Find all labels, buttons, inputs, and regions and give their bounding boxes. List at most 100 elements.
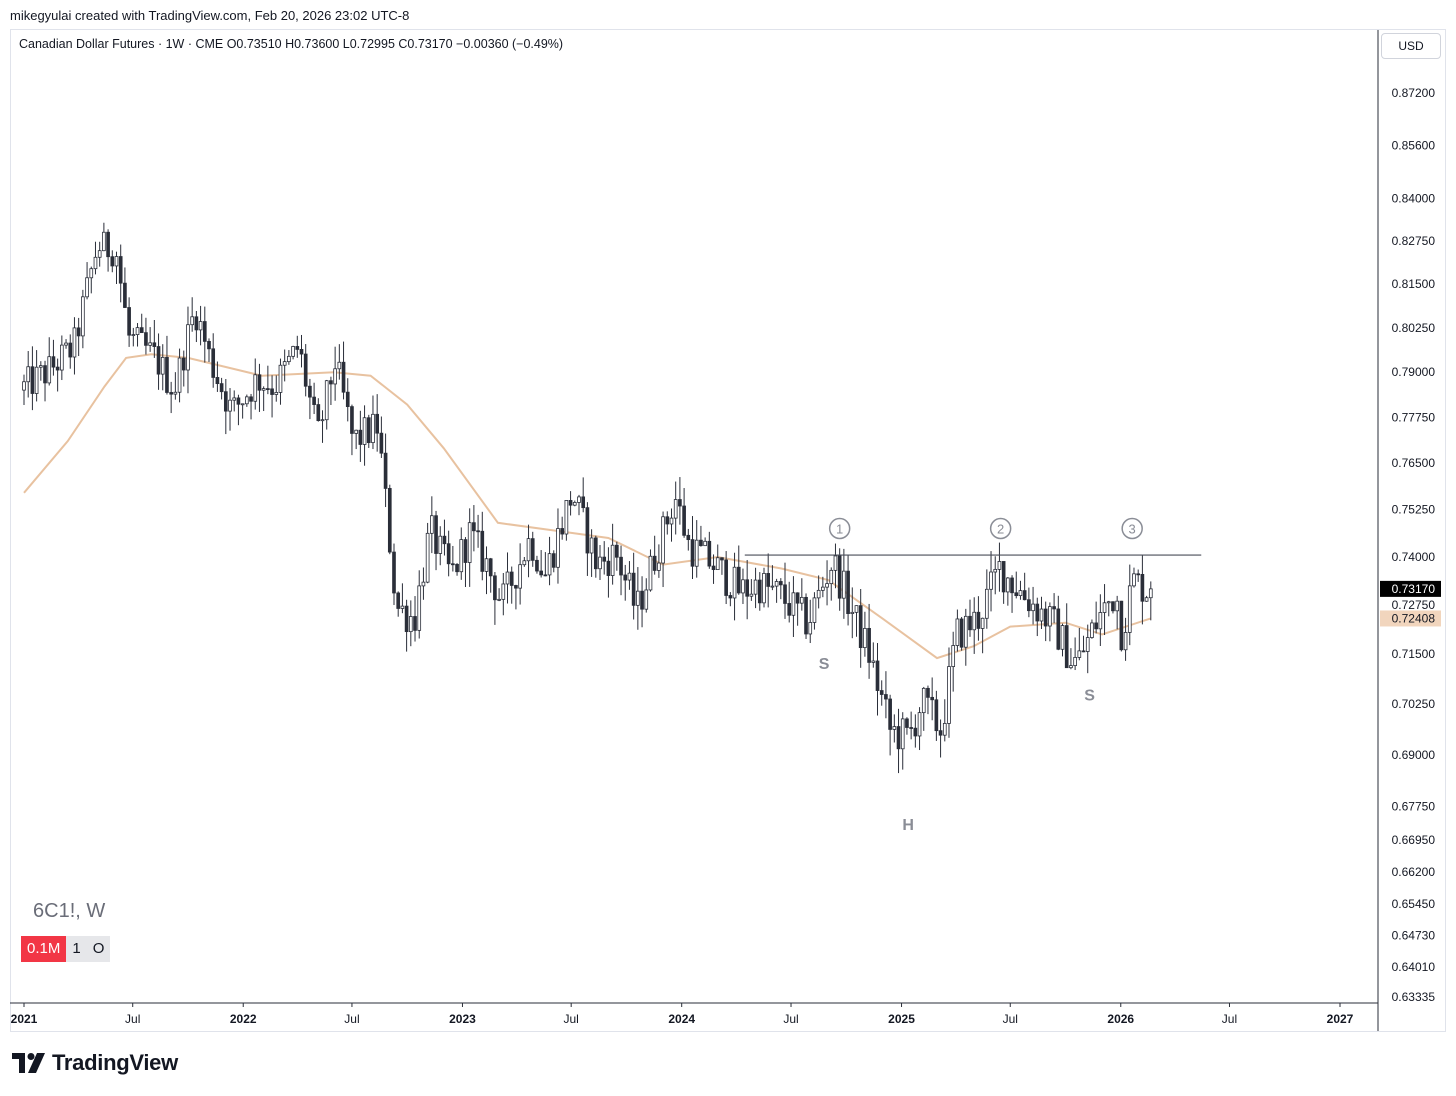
price-tick-label: 0.87200	[1392, 86, 1436, 100]
annotation-label: H	[902, 817, 914, 834]
candle-up	[72, 327, 77, 358]
candle-down	[387, 488, 392, 553]
candle-up	[1039, 608, 1044, 622]
candle-down	[682, 505, 686, 536]
candle-down	[215, 377, 220, 385]
candle-up	[34, 366, 39, 394]
candle-down	[926, 687, 930, 698]
candle-down	[152, 342, 157, 347]
time-tick-label: 2025	[888, 1012, 915, 1026]
candle-up	[644, 589, 649, 610]
candle-down	[51, 356, 56, 368]
candle-up	[501, 583, 506, 600]
candle-down	[169, 392, 173, 395]
candle-up	[821, 586, 825, 591]
candle-up	[850, 611, 855, 614]
candle-up	[1077, 650, 1082, 658]
candle-up	[85, 277, 89, 298]
time-tick-label: 2027	[1327, 1012, 1354, 1026]
candle-down	[509, 571, 514, 586]
candle-up	[362, 417, 367, 445]
candle-up	[547, 553, 552, 576]
candle-down	[804, 596, 808, 635]
candle-up	[148, 342, 152, 346]
candle-down	[480, 530, 485, 572]
candle-up	[320, 419, 325, 422]
candle-down	[1081, 650, 1086, 653]
candle-up	[627, 572, 632, 581]
candle-up	[228, 399, 232, 412]
candle-down	[795, 592, 800, 604]
time-axis: 2021 Jul 2022 Jul 2023 Jul 2024 Jul 2025 Jul 2026 J…	[11, 1003, 1354, 1026]
candle-down	[1027, 599, 1031, 612]
candle-down	[303, 353, 308, 387]
time-tick-label: 2021	[11, 1012, 38, 1026]
symbol-legend[interactable]: Canadian Dollar Futures · 1W · CME O0.73…	[19, 37, 564, 51]
candle-down	[1043, 608, 1048, 627]
candle-up	[400, 605, 405, 609]
candle-down	[1056, 608, 1061, 650]
candle-down	[686, 534, 691, 541]
candle-down	[446, 543, 451, 565]
candle-down	[223, 391, 228, 412]
candle-down	[539, 570, 543, 576]
price-axis: 0.87200 0.85600 0.84000 0.82750 0.81500 0.802…	[10, 30, 1435, 1031]
candle-up	[1048, 606, 1052, 627]
candle-down	[472, 522, 476, 532]
candle-up	[253, 374, 258, 402]
candle-down	[257, 374, 262, 391]
candle-up	[636, 590, 640, 606]
candle-up	[26, 366, 31, 383]
candle-down	[358, 429, 363, 445]
candle-down	[728, 595, 733, 599]
moving-average	[23, 353, 1152, 660]
candle-down	[211, 348, 216, 378]
candle-down	[884, 694, 888, 700]
tradingview-logo[interactable]: TradingView	[12, 1050, 178, 1076]
candle-down	[593, 537, 598, 570]
time-tick-label: 2024	[668, 1012, 695, 1026]
candle-down	[976, 611, 981, 629]
ma-price-tag	[1380, 610, 1441, 627]
candle-up	[282, 361, 287, 366]
candle-up	[1085, 637, 1090, 652]
candle-down	[543, 574, 548, 577]
currency-selector[interactable]: USD	[1381, 33, 1441, 59]
candle-down	[156, 346, 161, 375]
candle-up	[60, 344, 64, 371]
candle-up	[799, 596, 804, 604]
candle-up	[81, 296, 85, 337]
candle-down	[930, 696, 934, 701]
candle-down	[875, 660, 880, 691]
candle-down	[640, 590, 644, 610]
candle-down	[1001, 561, 1006, 593]
candle-up	[198, 321, 203, 331]
candle-down	[396, 592, 401, 609]
candle-up	[694, 539, 699, 567]
candle-down	[879, 690, 884, 695]
candle-up	[673, 499, 678, 519]
candle-up	[232, 397, 237, 401]
candle-up	[669, 517, 674, 525]
candle-up	[505, 571, 510, 585]
candle-down	[757, 579, 762, 604]
candles	[22, 222, 1153, 774]
candle-up	[160, 356, 165, 375]
last-price-tag	[1380, 580, 1441, 597]
candle-up	[333, 368, 337, 385]
candle-down	[724, 559, 728, 596]
candle-up	[274, 392, 279, 395]
candle-up	[337, 361, 342, 370]
candle-up	[1006, 577, 1010, 593]
candle-down	[568, 500, 573, 506]
candle-up	[1115, 600, 1119, 612]
candle-down	[316, 404, 321, 422]
candle-down	[375, 413, 380, 434]
candle-up	[408, 616, 413, 633]
candle-up	[732, 566, 737, 599]
candle-down	[345, 391, 350, 408]
candle-up	[791, 592, 796, 616]
status-badges: 0.1M 1 O	[21, 936, 111, 962]
tradingview-logo-icon	[12, 1053, 45, 1073]
